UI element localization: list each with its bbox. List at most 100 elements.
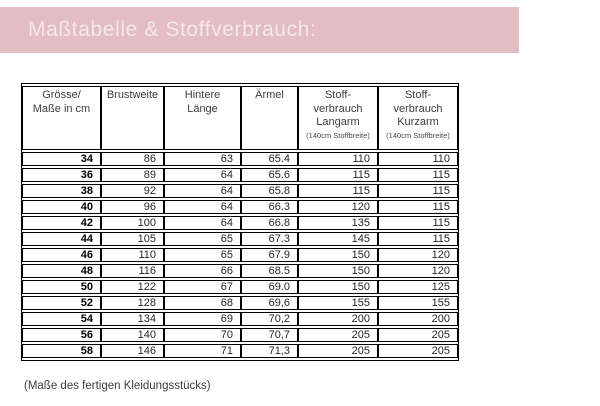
value-cell: 150	[298, 264, 378, 278]
value-cell: 67.3	[241, 232, 298, 246]
size-table-header: Grösse/Maße in cm Brustweite Hintere Länge Ä…	[22, 86, 458, 150]
table-row: 54 134 69 70,2 200 200	[22, 312, 458, 326]
column-header-4: Stoff-verbrauch Langarm (140cm Stoffbreite…	[298, 86, 378, 150]
value-cell: 135	[298, 216, 378, 230]
size-table-body: 34 86 63 65.4 110 110 36 89 64 65.6 115 115 38 92 64 65…	[22, 152, 458, 358]
value-cell: 110	[298, 152, 378, 166]
value-cell: 200	[378, 312, 458, 326]
value-cell: 150	[298, 280, 378, 294]
value-cell: 116	[101, 264, 164, 278]
table-row: 56 140 70 70,7 205 205	[22, 328, 458, 342]
value-cell: 69	[164, 312, 241, 326]
column-header-0: Grösse/Maße in cm	[22, 86, 101, 150]
value-cell: 205	[378, 344, 458, 358]
table-row: 52 128 68 69,6 155 155	[22, 296, 458, 310]
table-row: 44 105 65 67.3 145 115	[22, 232, 458, 246]
value-cell: 115	[378, 200, 458, 214]
value-cell: 115	[298, 184, 378, 198]
value-cell: 66.8	[241, 216, 298, 230]
column-header-5: Stoff-verbrauch Kurzarm (140cm Stoffbreite…	[378, 86, 458, 150]
value-cell: 146	[101, 344, 164, 358]
value-cell: 110	[378, 152, 458, 166]
column-subnote: (140cm Stoffbreite)	[306, 130, 370, 140]
value-cell: 86	[101, 152, 164, 166]
size-cell: 52	[22, 296, 101, 310]
table-row: 42 100 64 66.8 135 115	[22, 216, 458, 230]
size-cell: 46	[22, 248, 101, 262]
value-cell: 71,3	[241, 344, 298, 358]
value-cell: 205	[298, 328, 378, 342]
value-cell: 65	[164, 248, 241, 262]
value-cell: 70	[164, 328, 241, 342]
value-cell: 69,6	[241, 296, 298, 310]
value-cell: 115	[378, 168, 458, 182]
size-cell: 50	[22, 280, 101, 294]
value-cell: 67	[164, 280, 241, 294]
size-cell: 56	[22, 328, 101, 342]
value-cell: 140	[101, 328, 164, 342]
table-row: 48 116 66 68.5 150 120	[22, 264, 458, 278]
size-cell: 38	[22, 184, 101, 198]
value-cell: 66.3	[241, 200, 298, 214]
value-cell: 155	[378, 296, 458, 310]
value-cell: 68	[164, 296, 241, 310]
value-cell: 68.5	[241, 264, 298, 278]
size-table-container: Grösse/Maße in cm Brustweite Hintere Länge Ä…	[21, 83, 459, 361]
finished-garment-note: (Maße des fertigen Kleidungsstücks)	[24, 380, 211, 392]
value-cell: 63	[164, 152, 241, 166]
column-header-1: Brustweite	[101, 86, 164, 150]
value-cell: 65.6	[241, 168, 298, 182]
page-title: Maßtabelle & Stoffverbrauch:	[28, 18, 317, 41]
value-cell: 145	[298, 232, 378, 246]
value-cell: 71	[164, 344, 241, 358]
value-cell: 66	[164, 264, 241, 278]
value-cell: 115	[378, 232, 458, 246]
value-cell: 69.0	[241, 280, 298, 294]
value-cell: 120	[298, 200, 378, 214]
size-cell: 58	[22, 344, 101, 358]
value-cell: 70,7	[241, 328, 298, 342]
value-cell: 100	[101, 216, 164, 230]
size-cell: 36	[22, 168, 101, 182]
value-cell: 64	[164, 168, 241, 182]
size-cell: 40	[22, 200, 101, 214]
table-row: 36 89 64 65.6 115 115	[22, 168, 458, 182]
value-cell: 205	[298, 344, 378, 358]
value-cell: 64	[164, 216, 241, 230]
value-cell: 92	[101, 184, 164, 198]
table-row: 40 96 64 66.3 120 115	[22, 200, 458, 214]
header-row: Grösse/Maße in cm Brustweite Hintere Länge Ä…	[22, 86, 458, 150]
value-cell: 120	[378, 248, 458, 262]
table-row: 50 122 67 69.0 150 125	[22, 280, 458, 294]
size-cell: 44	[22, 232, 101, 246]
value-cell: 200	[298, 312, 378, 326]
value-cell: 128	[101, 296, 164, 310]
column-subnote: (140cm Stoffbreite)	[386, 130, 450, 140]
size-cell: 48	[22, 264, 101, 278]
title-banner: Maßtabelle & Stoffverbrauch:	[0, 7, 519, 53]
value-cell: 205	[378, 328, 458, 342]
value-cell: 89	[101, 168, 164, 182]
value-cell: 65.8	[241, 184, 298, 198]
value-cell: 155	[298, 296, 378, 310]
table-row: 38 92 64 65.8 115 115	[22, 184, 458, 198]
size-cell: 34	[22, 152, 101, 166]
value-cell: 70,2	[241, 312, 298, 326]
column-header-3: Ärmel	[241, 86, 298, 150]
value-cell: 110	[101, 248, 164, 262]
value-cell: 65	[164, 232, 241, 246]
value-cell: 96	[101, 200, 164, 214]
value-cell: 105	[101, 232, 164, 246]
size-cell: 42	[22, 216, 101, 230]
table-row: 58 146 71 71,3 205 205	[22, 344, 458, 358]
value-cell: 134	[101, 312, 164, 326]
value-cell: 115	[298, 168, 378, 182]
value-cell: 125	[378, 280, 458, 294]
value-cell: 65.4	[241, 152, 298, 166]
size-cell: 54	[22, 312, 101, 326]
value-cell: 67.9	[241, 248, 298, 262]
value-cell: 115	[378, 184, 458, 198]
column-header-2: Hintere Länge	[164, 86, 241, 150]
size-table: Grösse/Maße in cm Brustweite Hintere Länge Ä…	[21, 83, 459, 361]
value-cell: 150	[298, 248, 378, 262]
